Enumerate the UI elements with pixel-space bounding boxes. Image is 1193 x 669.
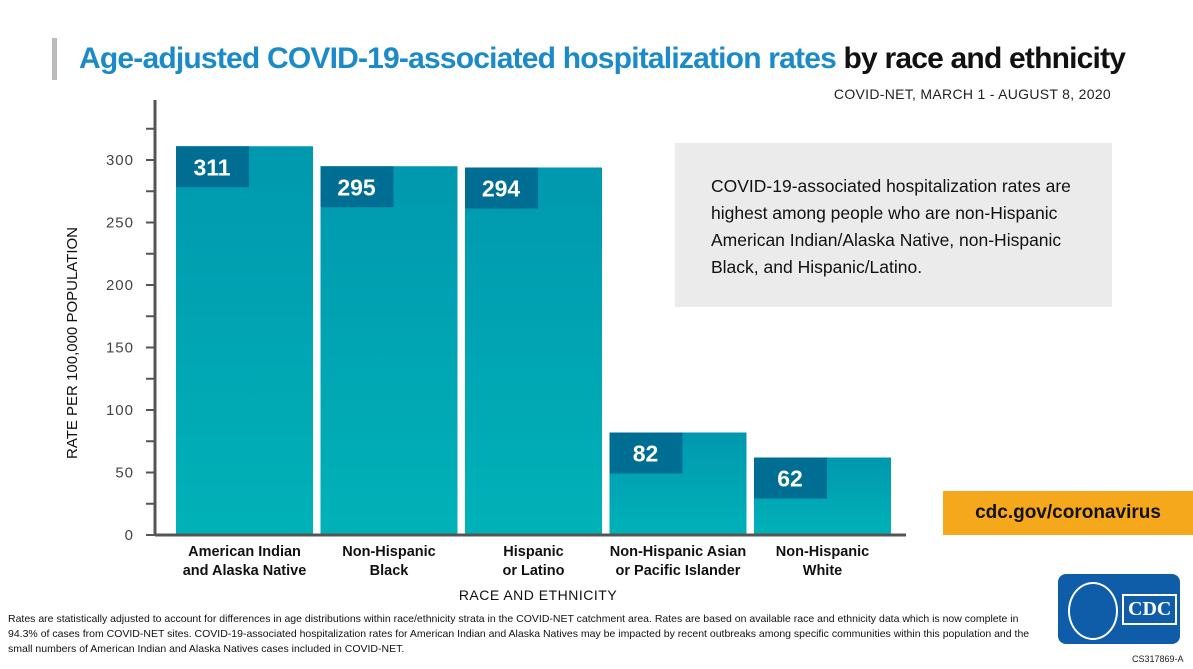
x-tick-label: Non-Hispanic <box>776 544 869 560</box>
website-link[interactable]: cdc.gov/coronavirus <box>943 491 1193 535</box>
x-tick-label: Hispanic <box>503 544 563 560</box>
bar <box>465 167 602 535</box>
data-label: 62 <box>777 466 803 492</box>
y-axis-title: RATE PER 100,000 POPULATION <box>64 227 81 459</box>
y-tick-label: 150 <box>106 340 134 357</box>
cdc-logo-text: CDC <box>1122 594 1178 625</box>
y-tick-label: 100 <box>106 402 134 419</box>
data-label: 295 <box>337 174 376 200</box>
x-tick-label: or Latino <box>502 563 564 579</box>
cdc-logo: CDC <box>1058 574 1180 644</box>
document-code: CS317869-A <box>1132 654 1184 664</box>
data-label-box <box>754 457 827 499</box>
bar-chart: 311 American Indian and Alaska Native 295 No… <box>64 100 906 603</box>
chart-subtitle: COVID-NET, MARCH 1 - AUGUST 8, 2020 <box>833 86 1111 102</box>
x-tick-label: Non-Hispanic Asian <box>610 544 746 560</box>
hhs-seal-icon <box>1068 582 1118 640</box>
x-tick-label: and Alaska Native <box>183 563 307 579</box>
y-tick-label: 300 <box>106 152 134 169</box>
y-tick-label: 250 <box>106 215 134 232</box>
data-label: 311 <box>193 154 230 180</box>
title-rest: by race and ethnicity <box>836 42 1126 75</box>
data-label-box <box>465 167 538 209</box>
data-label-box <box>609 432 683 474</box>
y-tick-label: 200 <box>106 277 134 294</box>
x-tick-label: Non-Hispanic <box>342 544 435 560</box>
x-tick-label: or Pacific Islander <box>616 563 741 579</box>
x-tick-label: White <box>803 563 842 579</box>
bar <box>320 166 458 535</box>
data-label-box <box>176 146 249 188</box>
footnote: Rates are statistically adjusted to acco… <box>8 613 1030 655</box>
callout-note: COVID-19-associated hospitalization rate… <box>675 143 1112 307</box>
x-tick-label: Black <box>370 563 410 579</box>
y-tick-label: 0 <box>125 527 134 544</box>
title-highlight: Age-adjusted COVID-19-associated hospita… <box>79 42 837 75</box>
data-label: 82 <box>633 441 659 467</box>
bar <box>176 146 313 535</box>
data-label-box <box>320 166 394 208</box>
data-label: 294 <box>482 176 521 202</box>
x-axis-title: RACE AND ETHNICITY <box>459 587 618 603</box>
y-tick-label: 50 <box>115 465 134 482</box>
x-tick-label: American Indian <box>188 544 301 560</box>
chart-title: Age-adjusted COVID-19-associated hospita… <box>52 38 1126 80</box>
